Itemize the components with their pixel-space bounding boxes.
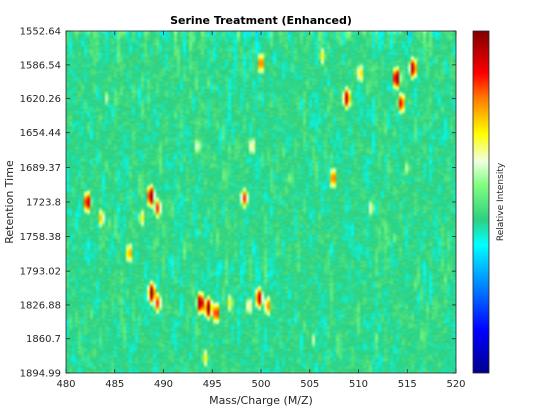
y-tick-label: 1620.26 — [20, 94, 61, 105]
x-tick-label: 485 — [105, 379, 124, 390]
colorbar-label: Relative Intensity — [496, 162, 506, 241]
x-tick-label: 505 — [300, 379, 319, 390]
x-tick-label: 520 — [446, 379, 465, 390]
y-axis-label: Retention Time — [3, 160, 16, 244]
x-tick-label: 510 — [349, 379, 368, 390]
x-tick-label: 480 — [56, 379, 75, 390]
heatmap-image — [66, 31, 456, 373]
x-tick-label: 495 — [203, 379, 222, 390]
x-tick-label: 500 — [251, 379, 270, 390]
y-tick-label: 1586.54 — [20, 60, 61, 71]
colorbar — [472, 30, 490, 374]
y-tick-label: 1689.37 — [20, 163, 61, 174]
x-tick-label: 515 — [398, 379, 417, 390]
y-tick-label: 1723.8 — [26, 197, 61, 208]
x-axis-label: Mass/Charge (M/Z) — [209, 394, 313, 407]
y-tick-label: 1654.44 — [20, 128, 61, 139]
y-tick-label: 1552.64 — [20, 27, 61, 38]
y-axis: 1552.64 1586.54 1620.26 1654.44 1689.37 1723.… — [20, 27, 456, 380]
y-tick-label: 1793.02 — [20, 267, 61, 278]
y-tick-label: 1826.88 — [20, 300, 61, 311]
x-axis: 480 485 490 495 500 505 510 515 520 — [56, 31, 466, 390]
x-tick-label: 490 — [154, 379, 173, 390]
chart-title: Serine Treatment (Enhanced) — [170, 14, 352, 27]
y-tick-label: 1758.38 — [20, 232, 61, 243]
y-tick-label: 1894.99 — [20, 369, 61, 380]
y-tick-label: 1860.7 — [26, 334, 61, 345]
